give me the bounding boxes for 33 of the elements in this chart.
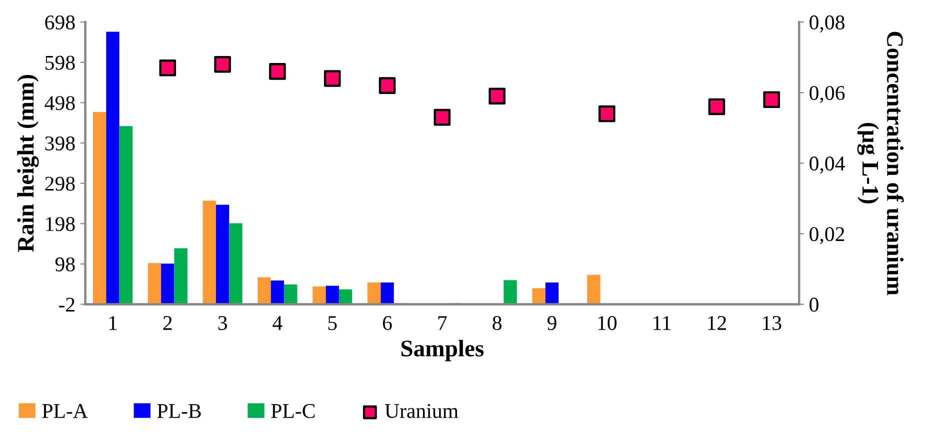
x-tick-label: 8 — [492, 316, 502, 330]
y2-tick-label: 0,08 — [810, 15, 844, 32]
x-tick-label: 6 — [382, 316, 392, 330]
x-tick-label: 10 — [598, 316, 617, 330]
legend-label: Uranium — [384, 404, 458, 418]
y2-tick-label: 0,06 — [810, 86, 845, 104]
y2-tick-label: 0 — [810, 298, 818, 312]
y2-axis-title: Concentration of uranium (µg L-1) — [857, 32, 904, 296]
x-tick-label: 3 — [218, 316, 227, 330]
y-tick-label: 498 — [44, 96, 75, 110]
y2-tick-label: 0,04 — [810, 156, 845, 174]
y-tick-label: 298 — [45, 176, 75, 191]
legend-label: PL-A — [42, 404, 88, 418]
x-tick-label: 2 — [163, 316, 172, 330]
x-axis-title: Samples — [401, 340, 484, 362]
y-tick-label: 698 — [45, 15, 75, 30]
x-tick-label: 11 — [654, 316, 671, 330]
y-tick-label: 198 — [46, 217, 75, 232]
y-tick-label: 398 — [45, 136, 75, 150]
x-tick-label: 4 — [272, 316, 282, 330]
x-tick-label: 5 — [328, 316, 337, 330]
legend-label: PL-C — [271, 404, 315, 418]
y-tick-label: 598 — [46, 56, 75, 70]
x-tick-label: 9 — [547, 316, 556, 330]
legend-label: PL-B — [157, 404, 201, 418]
x-tick-label: 7 — [438, 316, 447, 330]
x-tick-label: 12 — [708, 316, 726, 330]
y-tick-label: -2 — [58, 298, 74, 312]
y2-tick-label: 0,02 — [810, 227, 844, 244]
x-tick-label: 1 — [109, 316, 117, 330]
x-tick-label: 13 — [763, 316, 782, 330]
y-axis-title: Rain height (mm) — [17, 75, 39, 252]
y-tick-label: 98 — [55, 257, 75, 272]
